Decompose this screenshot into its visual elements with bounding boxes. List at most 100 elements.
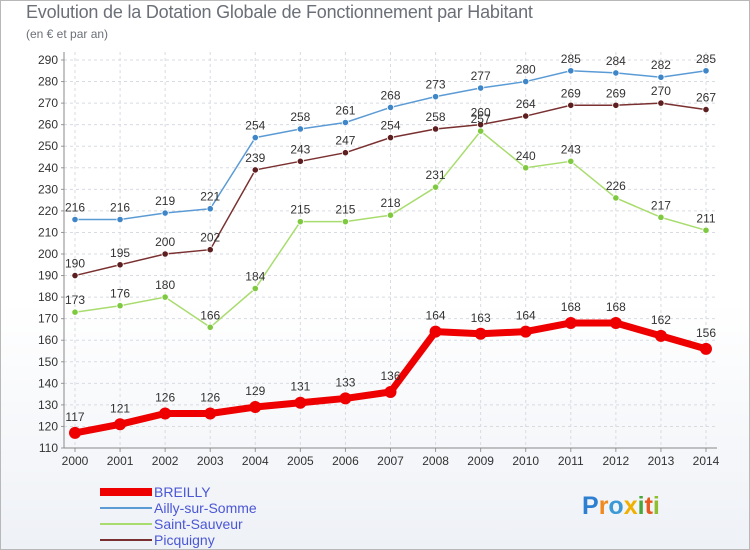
x-tick-label: 2013 [648,454,675,468]
data-point-picquigny [296,157,304,165]
data-label-ailly-sur-somme: 285 [696,52,716,66]
data-label-saint-sauveur: 226 [606,179,626,193]
x-tick-label: 2012 [603,454,630,468]
data-label-ailly-sur-somme: 254 [245,119,265,133]
y-tick-label: 200 [38,247,58,261]
y-tick-label: 270 [38,96,58,110]
x-tick-label: 2003 [197,454,224,468]
data-point-picquigny [431,125,440,133]
data-point-saint-sauveur [567,157,575,165]
data-point-saint-sauveur [296,218,304,226]
data-point-breilly [159,407,172,420]
x-tick-label: 2014 [693,454,720,468]
x-tick-label: 2000 [62,454,89,468]
data-point-breilly [564,316,577,329]
data-point-picquigny [116,261,124,269]
data-point-ailly-sur-somme [612,69,620,77]
data-label-ailly-sur-somme: 273 [426,78,446,92]
data-point-ailly-sur-somme [431,93,440,101]
data-point-saint-sauveur [161,293,169,301]
data-label-picquigny: 258 [426,110,446,124]
data-label-picquigny: 239 [245,151,265,165]
data-label-picquigny: 269 [561,86,581,100]
data-label-saint-sauveur: 231 [426,168,446,182]
y-tick-label: 180 [38,290,58,304]
data-label-picquigny: 254 [380,119,400,133]
data-point-ailly-sur-somme [386,103,395,112]
data-point-breilly [609,316,622,329]
x-tick-label: 2008 [422,454,449,468]
data-point-saint-sauveur [477,127,485,135]
data-point-breilly [429,325,442,338]
data-point-breilly [249,401,262,414]
data-label-saint-sauveur: 166 [200,308,220,322]
data-label-breilly: 162 [651,313,671,327]
y-tick-label: 220 [38,204,58,218]
data-point-breilly [474,327,487,340]
data-point-ailly-sur-somme [296,125,304,133]
data-point-ailly-sur-somme [251,134,259,142]
data-label-saint-sauveur: 176 [110,287,130,301]
data-label-saint-sauveur: 240 [516,149,536,163]
data-point-saint-sauveur [116,302,124,310]
legend-swatch-saint-sauveur [100,523,152,525]
data-label-saint-sauveur: 218 [380,196,400,210]
data-label-breilly: 136 [380,369,400,383]
legend-swatch-picquigny [100,539,152,541]
x-tick-label: 2011 [558,454,584,468]
data-point-breilly [69,426,81,439]
x-tick-label: 2010 [512,454,539,468]
data-point-breilly [700,342,712,355]
data-label-breilly: 168 [561,300,581,314]
y-tick-label: 110 [39,441,58,455]
legend-label-picquigny: Picquigny [154,532,215,548]
data-label-picquigny: 247 [335,134,355,148]
data-label-ailly-sur-somme: 216 [65,201,85,215]
data-label-breilly: 126 [200,391,220,405]
data-label-saint-sauveur: 257 [471,112,491,126]
data-point-ailly-sur-somme [702,67,710,75]
y-tick-label: 250 [38,139,58,153]
data-point-saint-sauveur [702,226,710,234]
data-label-ailly-sur-somme: 261 [335,104,355,118]
data-label-picquigny: 270 [651,84,671,98]
logo-letter: P [582,492,599,520]
data-label-picquigny: 202 [200,231,220,245]
data-label-saint-sauveur: 243 [561,142,581,156]
data-point-breilly [294,396,307,409]
data-point-breilly [114,418,127,431]
y-tick-label: 260 [38,118,58,132]
data-point-picquigny [71,271,79,280]
data-point-ailly-sur-somme [161,209,169,217]
data-point-ailly-sur-somme [567,67,575,75]
x-tick-label: 2006 [332,454,359,468]
y-tick-label: 290 [38,53,58,67]
x-tick-label: 2002 [152,454,179,468]
legend-label-breilly: BREILLY [154,484,211,500]
data-point-ailly-sur-somme [116,215,124,224]
data-label-ailly-sur-somme: 284 [606,54,626,68]
legend-swatch-ailly [100,507,152,509]
x-tick-label: 2001 [107,454,134,468]
data-point-saint-sauveur [522,164,530,172]
data-label-breilly: 168 [606,300,626,314]
data-label-ailly-sur-somme: 282 [651,58,671,72]
data-label-ailly-sur-somme: 277 [471,69,491,83]
data-point-saint-sauveur [612,194,620,202]
data-point-ailly-sur-somme [522,77,530,86]
data-label-picquigny: 267 [696,91,716,105]
data-point-ailly-sur-somme [657,73,665,81]
data-label-ailly-sur-somme: 219 [155,194,175,208]
data-label-breilly: 156 [696,326,716,340]
logo-letter: o [608,492,624,520]
data-label-ailly-sur-somme: 285 [561,52,581,66]
y-tick-label: 160 [38,333,58,347]
legend-label-saint-sauveur: Saint-Sauveur [154,516,243,532]
data-point-picquigny [341,149,350,157]
data-label-ailly-sur-somme: 268 [380,88,400,102]
x-tick-label: 2005 [287,454,314,468]
data-label-breilly: 164 [516,309,536,323]
data-point-saint-sauveur [657,213,665,221]
data-label-breilly: 129 [245,384,265,398]
data-label-saint-sauveur: 215 [290,203,310,217]
